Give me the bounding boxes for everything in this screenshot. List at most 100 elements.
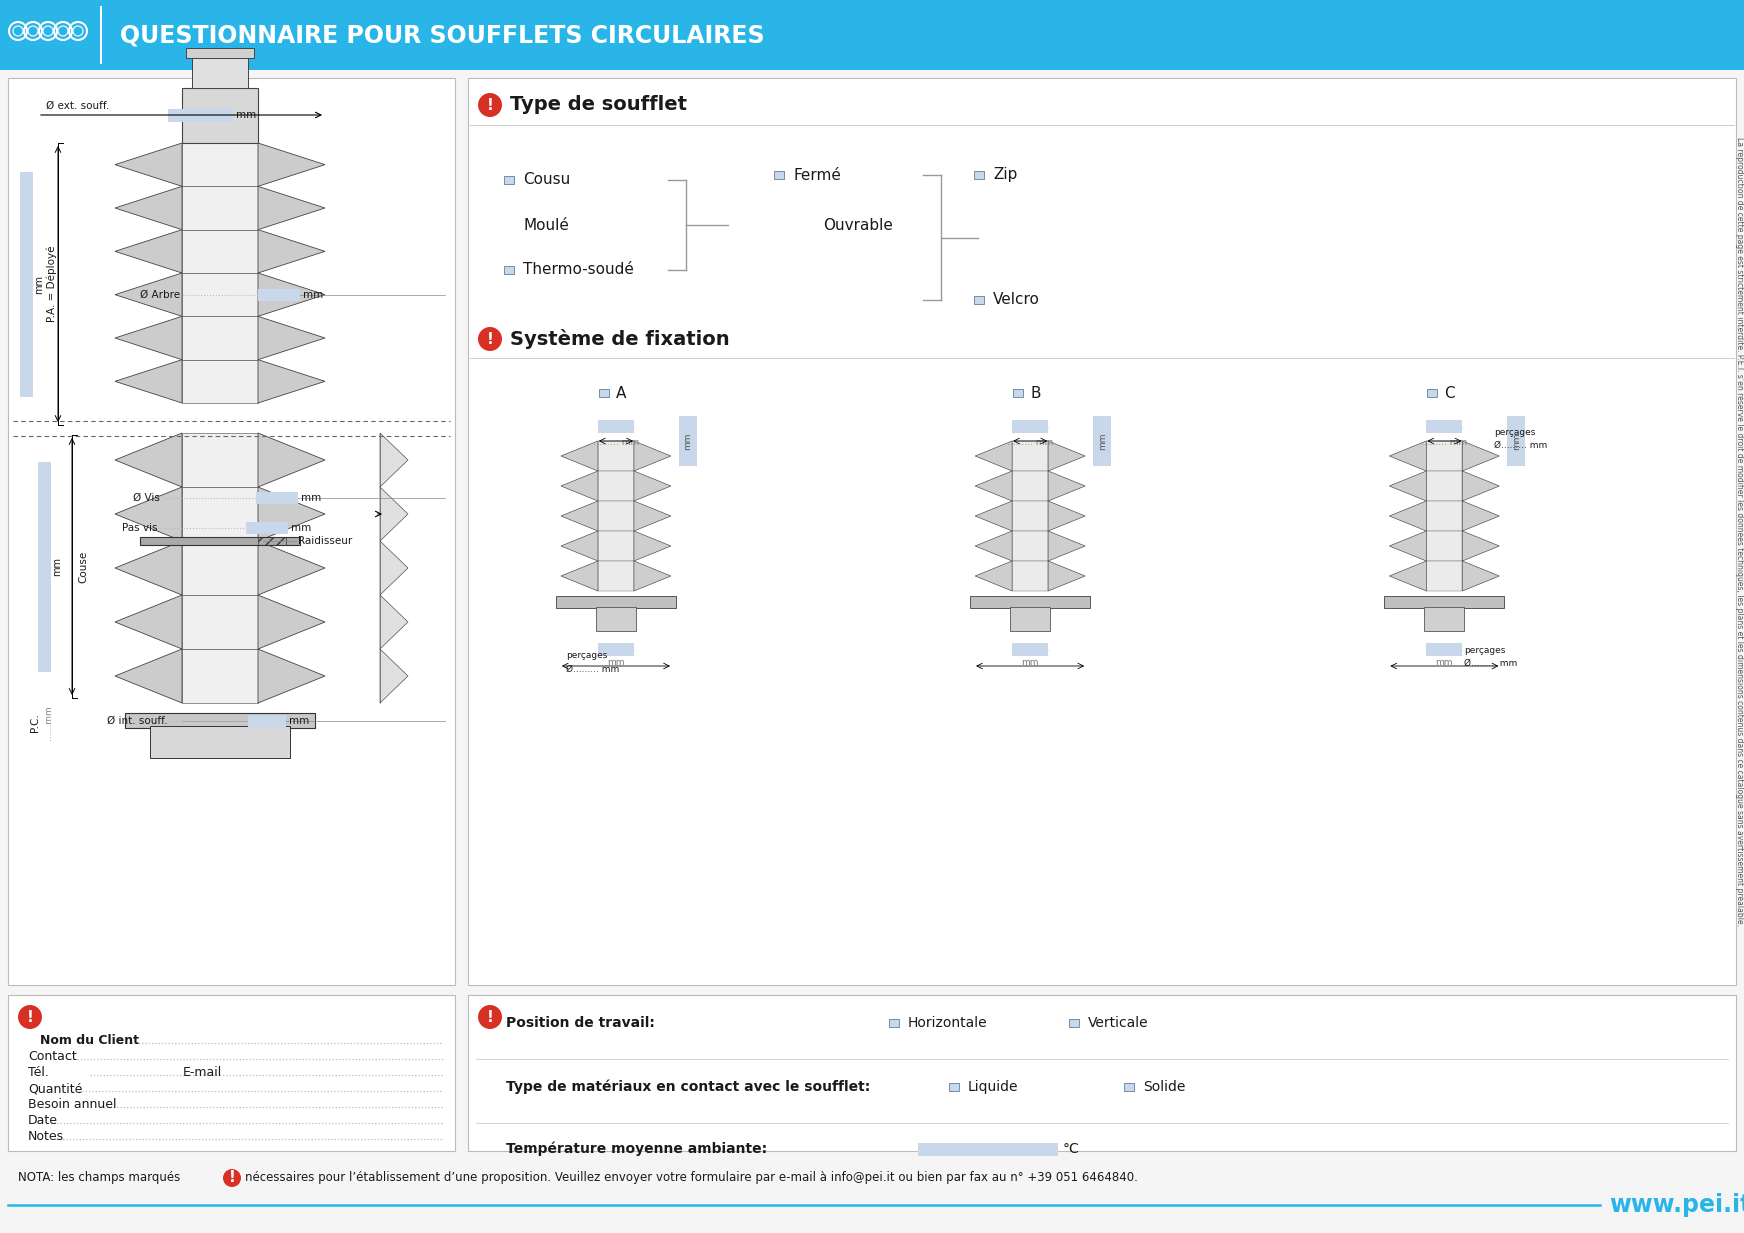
Text: Date: Date	[28, 1115, 58, 1127]
Polygon shape	[115, 317, 181, 360]
Polygon shape	[181, 541, 258, 596]
Polygon shape	[258, 186, 324, 229]
Text: !: !	[487, 1010, 494, 1025]
Bar	[973, 171, 984, 179]
Text: Quantité: Quantité	[28, 1083, 82, 1095]
Polygon shape	[181, 143, 258, 186]
Polygon shape	[380, 596, 408, 649]
Polygon shape	[181, 186, 258, 229]
Bar	[973, 296, 984, 305]
Polygon shape	[598, 501, 633, 531]
Text: Type de soufflet: Type de soufflet	[509, 95, 687, 115]
Text: perçages: perçages	[567, 651, 607, 660]
Polygon shape	[1012, 561, 1048, 591]
Text: La reproduction de cette page est strictement interdite. P.E.I. s’en réserve le : La reproduction de cette page est strict…	[1735, 137, 1744, 926]
Text: ......mm: ......mm	[44, 705, 52, 740]
Text: mm: mm	[684, 433, 692, 450]
Text: C: C	[1444, 386, 1454, 401]
Bar	[467, 78, 1735, 985]
Bar	[150, 726, 290, 758]
Polygon shape	[1427, 501, 1463, 531]
Bar	[598, 420, 633, 433]
Text: Ø......... mm: Ø......... mm	[1495, 441, 1547, 450]
Polygon shape	[380, 649, 408, 703]
Bar	[181, 88, 258, 143]
Bar	[598, 642, 633, 656]
Bar	[1093, 416, 1111, 466]
Polygon shape	[258, 229, 324, 272]
Text: Tél.: Tél.	[28, 1067, 49, 1080]
Polygon shape	[633, 531, 671, 561]
Text: Ø......... mm: Ø......... mm	[1465, 658, 1517, 668]
Polygon shape	[975, 561, 1012, 591]
Polygon shape	[975, 441, 1012, 471]
Polygon shape	[380, 487, 408, 541]
Polygon shape	[1390, 531, 1427, 561]
Polygon shape	[181, 596, 258, 649]
Bar	[1385, 596, 1505, 608]
Polygon shape	[975, 531, 1012, 561]
Text: perçages: perçages	[1465, 646, 1505, 655]
Polygon shape	[598, 471, 633, 501]
Polygon shape	[1048, 531, 1085, 561]
Polygon shape	[115, 541, 181, 596]
Polygon shape	[258, 596, 324, 649]
Polygon shape	[1427, 531, 1463, 561]
Bar	[1069, 1018, 1080, 1027]
Text: Cousu: Cousu	[523, 173, 570, 187]
Text: Ø ext. souff.: Ø ext. souff.	[45, 101, 110, 111]
Polygon shape	[181, 360, 258, 403]
Polygon shape	[181, 272, 258, 317]
Bar	[192, 58, 248, 88]
Bar	[1425, 607, 1465, 631]
Text: mm: mm	[290, 716, 309, 726]
Polygon shape	[115, 433, 181, 487]
Text: mm: mm	[302, 493, 321, 503]
Polygon shape	[115, 229, 181, 272]
Text: Ø int. souff.: Ø int. souff.	[106, 716, 167, 726]
Text: mm: mm	[1022, 658, 1039, 667]
Text: mm: mm	[1435, 658, 1453, 667]
Text: Moulé: Moulé	[523, 217, 569, 233]
Bar	[970, 596, 1090, 608]
Polygon shape	[1048, 501, 1085, 531]
Polygon shape	[181, 487, 258, 541]
Polygon shape	[258, 143, 324, 186]
Text: Système de fixation: Système de fixation	[509, 329, 729, 349]
Polygon shape	[258, 360, 324, 403]
Text: ......... mm: ......... mm	[1421, 438, 1467, 448]
Bar	[504, 176, 514, 184]
Polygon shape	[380, 541, 408, 596]
Bar	[187, 48, 255, 58]
Bar	[246, 522, 288, 534]
Text: Thermo-soudé: Thermo-soudé	[523, 263, 633, 277]
Text: mm: mm	[607, 658, 624, 667]
Bar	[256, 492, 298, 504]
Polygon shape	[633, 471, 671, 501]
Polygon shape	[181, 649, 258, 703]
Text: Nom du Client: Nom du Client	[40, 1034, 140, 1048]
Text: !: !	[487, 97, 494, 112]
Polygon shape	[633, 501, 671, 531]
Text: °C: °C	[1064, 1142, 1080, 1157]
Polygon shape	[1012, 531, 1048, 561]
Text: Température moyenne ambiante:: Température moyenne ambiante:	[506, 1142, 767, 1157]
Polygon shape	[1463, 471, 1500, 501]
Bar	[467, 995, 1735, 1150]
Polygon shape	[1390, 441, 1427, 471]
Polygon shape	[258, 541, 324, 596]
Polygon shape	[562, 561, 598, 591]
Polygon shape	[633, 561, 671, 591]
Text: Position de travail:: Position de travail:	[506, 1016, 656, 1030]
Polygon shape	[1390, 471, 1427, 501]
Text: ......... mm: ......... mm	[1006, 438, 1053, 448]
Polygon shape	[1012, 501, 1048, 531]
Polygon shape	[115, 487, 181, 541]
Polygon shape	[562, 531, 598, 561]
Bar	[598, 388, 609, 397]
Text: mm: mm	[235, 110, 256, 120]
Polygon shape	[598, 531, 633, 561]
Bar	[258, 289, 300, 301]
Polygon shape	[258, 487, 324, 541]
Bar	[1012, 642, 1048, 656]
